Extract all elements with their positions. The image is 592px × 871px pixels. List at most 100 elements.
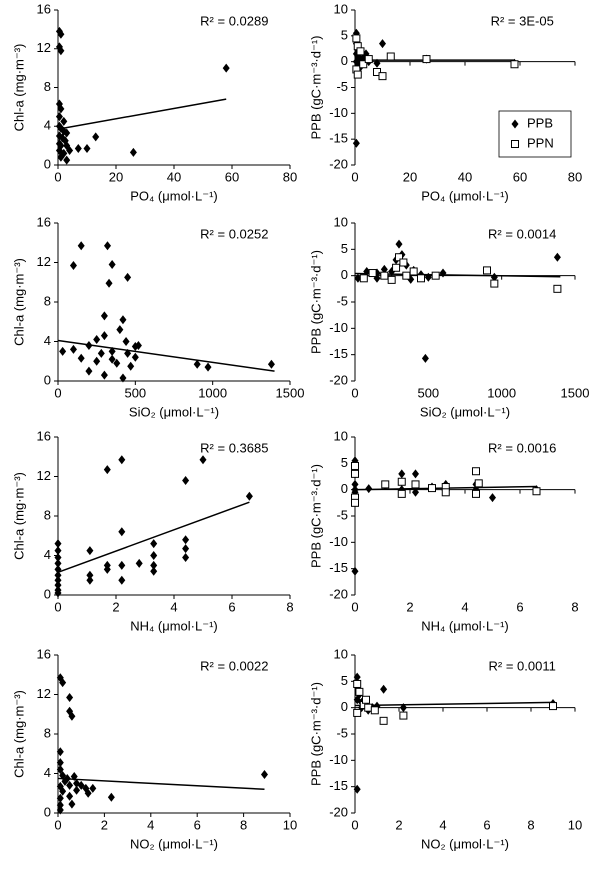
- x-tick-label: 1500: [276, 385, 305, 400]
- point: [116, 325, 124, 335]
- r-squared: R² = 0.3685: [200, 440, 268, 455]
- y-tick-label: -10: [329, 534, 348, 549]
- point: [379, 39, 386, 49]
- point: [63, 128, 71, 138]
- y-tick-label: 0: [341, 699, 348, 714]
- point: [57, 152, 65, 162]
- y-tick-label: 0: [44, 804, 51, 819]
- y-tick-label: 8: [44, 725, 51, 740]
- point: [100, 370, 108, 380]
- point: [553, 284, 562, 293]
- trend-line: [354, 272, 561, 278]
- point: [354, 55, 362, 65]
- point: [381, 480, 390, 489]
- point: [368, 269, 377, 278]
- point: [399, 258, 408, 267]
- point: [54, 546, 62, 556]
- point: [66, 145, 74, 155]
- x-axis-label: NH₄ (μmol·L⁻¹): [421, 618, 509, 633]
- r-squared: R² = 3E-05: [491, 13, 554, 28]
- y-tick-label: -10: [329, 105, 348, 120]
- x-tick-label: 1500: [561, 385, 590, 400]
- x-tick-label: 10: [283, 817, 297, 832]
- y-tick-label: 5: [341, 673, 348, 688]
- point: [105, 278, 113, 288]
- legend-label: PPB: [527, 115, 553, 130]
- point: [66, 791, 74, 801]
- x-tick-label: 8: [240, 817, 247, 832]
- point: [353, 672, 361, 682]
- x-tick-label: 4: [147, 817, 154, 832]
- y-axis-label: Chl-a (mg·m⁻³): [11, 44, 26, 132]
- point: [370, 706, 379, 715]
- point: [353, 784, 361, 794]
- y-tick-label: 12: [37, 468, 51, 483]
- point: [134, 340, 142, 350]
- point: [364, 55, 373, 64]
- point: [431, 271, 440, 280]
- point: [402, 271, 411, 280]
- y-tick-label: 10: [334, 214, 348, 229]
- y-tick-label: 4: [44, 333, 51, 348]
- point: [490, 272, 498, 282]
- x-tick-label: 40: [458, 169, 472, 184]
- y-tick-label: 16: [37, 1, 51, 16]
- y-tick-label: -15: [329, 131, 348, 146]
- point: [182, 535, 190, 545]
- y-tick-label: 0: [341, 481, 348, 496]
- y-tick-label: 0: [341, 53, 348, 68]
- y-tick-label: 0: [341, 267, 348, 282]
- point: [54, 564, 62, 574]
- point: [118, 560, 126, 570]
- y-tick-label: 10: [334, 428, 348, 443]
- x-tick-label: 6: [483, 817, 490, 832]
- panel: -20 -15 -10 -5 0 5 10 0 20 40 60 80 PO₄ (μmol·L⁻¹) PP…: [308, 1, 582, 203]
- y-axis-label: Chl-a (mg·m⁻³): [11, 472, 26, 560]
- x-tick-label: 0: [54, 817, 61, 832]
- x-tick-label: 8: [571, 599, 578, 614]
- point: [182, 544, 190, 554]
- panel: -20 -15 -10 -5 0 5 10 0 2 4 6 8 10 NO₂ (μmol·L⁻¹) PPB …: [308, 646, 582, 851]
- y-tick-label: -20: [329, 804, 348, 819]
- point: [549, 702, 557, 711]
- point: [57, 104, 65, 114]
- legend-marker: [511, 119, 519, 129]
- point: [510, 60, 519, 69]
- point: [193, 359, 201, 369]
- y-tick-label: 0: [44, 586, 51, 601]
- x-tick-label: 4: [170, 599, 177, 614]
- point: [86, 575, 94, 585]
- point: [68, 711, 76, 721]
- point: [63, 155, 71, 165]
- y-tick-label: 8: [44, 507, 51, 522]
- x-tick-label: 6: [194, 817, 201, 832]
- point: [56, 805, 64, 815]
- y-tick-label: 16: [37, 428, 51, 443]
- point: [74, 144, 82, 154]
- point: [378, 72, 387, 81]
- point: [150, 551, 158, 560]
- x-tick-label: 6: [228, 599, 235, 614]
- point: [57, 46, 65, 56]
- point: [386, 52, 395, 61]
- point: [119, 315, 127, 325]
- point: [474, 479, 483, 488]
- x-tick-label: 40: [167, 169, 181, 184]
- trend-line: [57, 339, 275, 372]
- panel: -20 -15 -10 -5 0 5 10 0 500 1000 1500 SiO₂ (μmol·L⁻…: [308, 214, 589, 419]
- point: [380, 264, 388, 274]
- y-tick-label: 16: [37, 214, 51, 229]
- point: [364, 703, 373, 712]
- trend-line: [354, 701, 554, 707]
- x-tick-label: 4: [439, 817, 446, 832]
- point: [428, 484, 436, 493]
- point: [395, 239, 403, 249]
- panel: 0 4 8 12 16 0 2 4 6 8 10 NO₂ (μmol·L⁻¹) Chl-a (mg·m⁻…: [11, 646, 297, 851]
- point: [56, 800, 64, 810]
- point: [490, 279, 499, 288]
- x-tick-label: 0: [54, 599, 61, 614]
- x-tick-label: 2: [395, 817, 402, 832]
- r-squared: R² = 0.0011: [489, 658, 556, 673]
- point: [353, 70, 362, 79]
- point: [182, 475, 190, 485]
